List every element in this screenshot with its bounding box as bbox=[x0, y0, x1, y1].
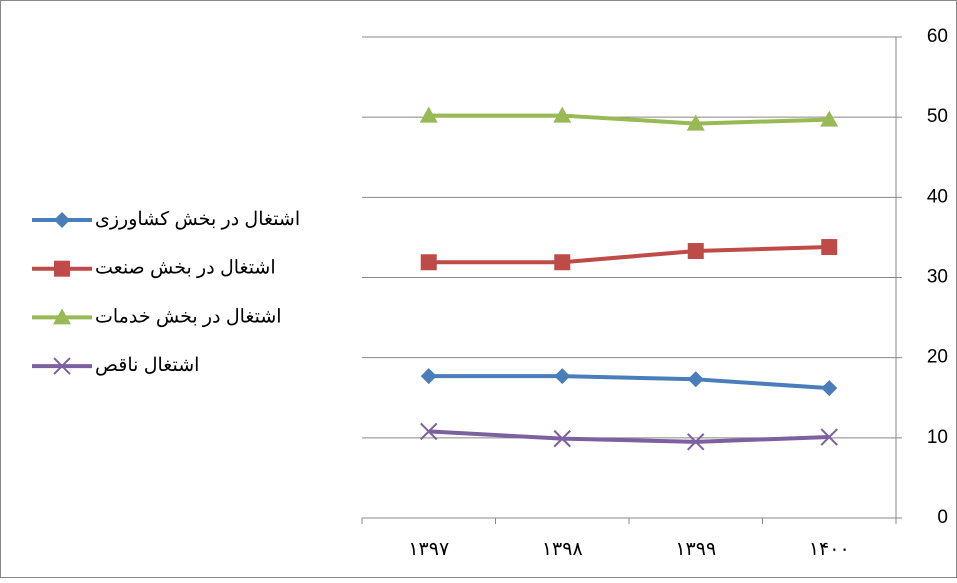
y-tick-label: 20 bbox=[927, 347, 948, 368]
y-tick-label: 30 bbox=[927, 267, 948, 288]
marker bbox=[821, 239, 838, 256]
y-tick-label: 10 bbox=[927, 427, 948, 448]
legend-label: اشتغال در بخش صنعت bbox=[95, 258, 276, 279]
marker bbox=[54, 260, 70, 277]
marker bbox=[554, 254, 571, 271]
marker bbox=[687, 243, 704, 260]
y-tick-label: 50 bbox=[927, 106, 948, 127]
marker bbox=[420, 368, 437, 385]
y-tick-label: 0 bbox=[937, 507, 948, 528]
legend-label: اشتغال در بخش کشاورزی bbox=[95, 209, 300, 230]
marker bbox=[420, 422, 438, 441]
marker bbox=[820, 428, 838, 446]
series-line bbox=[428, 429, 830, 444]
x-tick-label: ۱۴۰۰ bbox=[809, 539, 850, 560]
marker bbox=[553, 429, 571, 448]
marker bbox=[554, 368, 571, 385]
marker bbox=[419, 106, 438, 123]
marker bbox=[53, 357, 71, 375]
marker bbox=[687, 371, 704, 388]
y-tick-label: 40 bbox=[927, 186, 948, 207]
marker bbox=[686, 114, 705, 131]
marker bbox=[54, 212, 70, 228]
series-line bbox=[428, 245, 830, 265]
marker bbox=[420, 254, 437, 271]
legend-label: اشتغال ناقص bbox=[95, 355, 199, 376]
marker bbox=[53, 308, 71, 325]
y-tick-label: 60 bbox=[927, 26, 948, 47]
x-tick-label: ۱۳۹۸ bbox=[542, 539, 583, 560]
x-tick-label: ۱۳۹۷ bbox=[408, 539, 449, 560]
marker bbox=[687, 433, 705, 451]
series-line bbox=[428, 113, 830, 126]
x-tick-label: ۱۳۹۹ bbox=[675, 539, 716, 560]
series-line bbox=[428, 374, 830, 391]
marker bbox=[553, 106, 572, 123]
legend-label: اشتغال در بخش خدمات bbox=[95, 306, 282, 327]
marker bbox=[821, 380, 838, 397]
marker bbox=[820, 110, 839, 127]
